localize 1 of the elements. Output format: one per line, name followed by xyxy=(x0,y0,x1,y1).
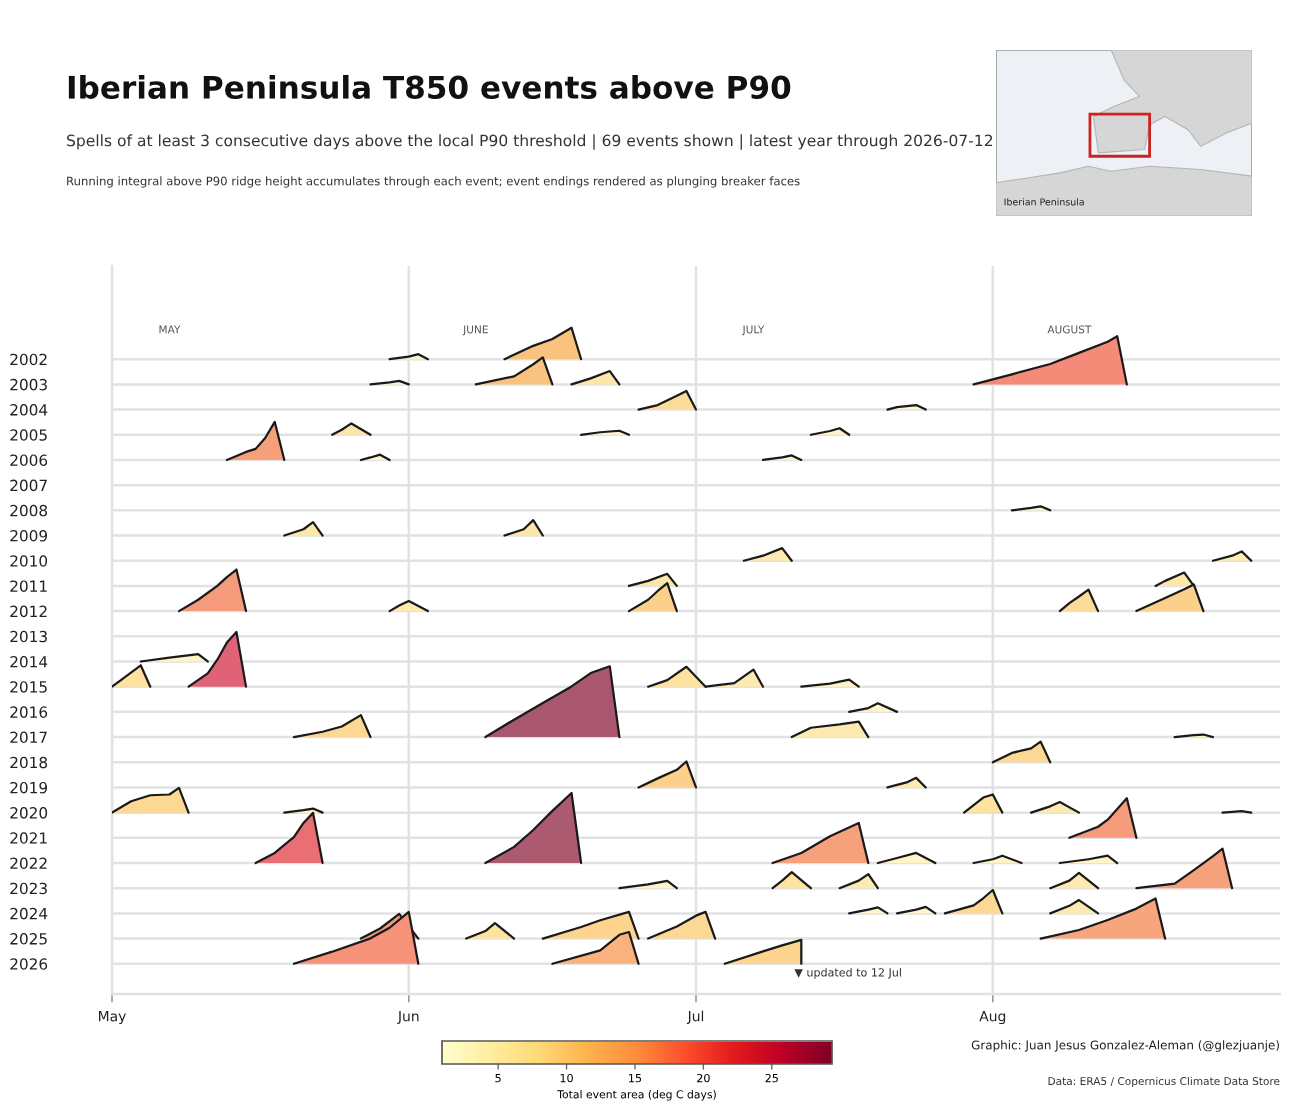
chart-title: Iberian Peninsula T850 events above P90 xyxy=(68,74,791,100)
